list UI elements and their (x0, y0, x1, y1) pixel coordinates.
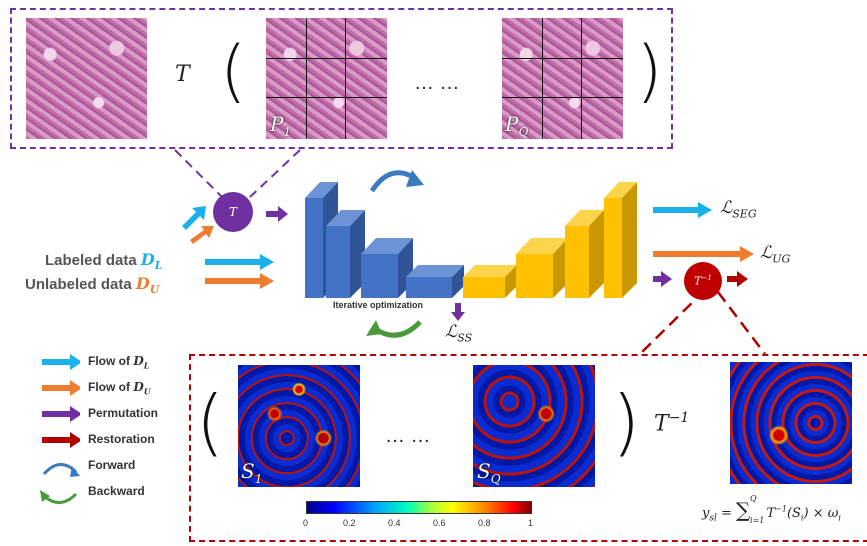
loss-seg: ℒSEG (720, 198, 757, 221)
permutation-operator: T (175, 62, 190, 87)
score-map-label-last: SQ (477, 459, 501, 486)
patch-grid-last (502, 18, 623, 139)
colorbar-tick: 0.6 (433, 518, 446, 528)
unlabeled-data-label: Unlabeled data DU (25, 274, 160, 296)
decoder-block-1 (463, 265, 517, 298)
patch-grid-first (266, 18, 387, 139)
left-paren-top: ( (220, 32, 247, 111)
tissue-image-original (26, 18, 147, 139)
colorbar-ticks: 0 0.2 0.4 0.6 0.8 1 (300, 518, 540, 530)
labeled-data-label: Labeled data DL (45, 250, 163, 272)
restored-map (730, 362, 852, 484)
loss-ss: ℒSS (445, 322, 473, 345)
decoder-block-4 (604, 182, 637, 298)
loss-ug: ℒUG (760, 243, 791, 266)
top-panel (10, 8, 673, 149)
colorbar-tick: 0.4 (388, 518, 401, 528)
restoration-node: T−1 (684, 262, 722, 300)
decoder-block-3 (565, 210, 604, 298)
colorbar-tick: 0.2 (343, 518, 356, 528)
legend-item-flow-labeled: Flow of DL (88, 354, 150, 371)
legend-item-backward: Backward (88, 484, 145, 498)
ellipsis-top: … … (414, 72, 460, 94)
ellipsis-bottom: … … (385, 425, 431, 447)
legend-item-forward: Forward (88, 458, 136, 472)
score-map-label-first: S1 (241, 459, 263, 486)
legend-item-flow-unlabeled: Flow of DU (88, 380, 151, 397)
inverse-operator: T−1 (654, 410, 690, 437)
colorbar-tick: 0.8 (478, 518, 491, 528)
colorbar-tick: 1 (528, 518, 534, 528)
left-paren-bottom: ( (196, 380, 225, 464)
bottom-panel (189, 354, 867, 542)
permutation-node: T (213, 192, 253, 232)
encoder-block-3 (361, 238, 413, 298)
unet-caption: Iterative optimization (333, 300, 424, 310)
colorbar (306, 501, 532, 514)
right-paren-top: ) (636, 32, 663, 111)
patch-label-last: PQ (505, 112, 529, 139)
encoder-block-2 (326, 210, 365, 298)
decoder-block-2 (516, 238, 568, 298)
colorbar-tick: 0 (303, 518, 309, 528)
right-paren-bottom: ) (612, 380, 641, 464)
legend-swatches (40, 354, 80, 504)
legend-item-restoration: Restoration (88, 432, 155, 446)
patch-label-first: P1 (270, 112, 292, 139)
score-map-last (473, 365, 595, 487)
encoder-block-4 (406, 265, 464, 298)
legend-item-permutation: Permutation (88, 406, 159, 420)
score-map-first (238, 365, 360, 487)
